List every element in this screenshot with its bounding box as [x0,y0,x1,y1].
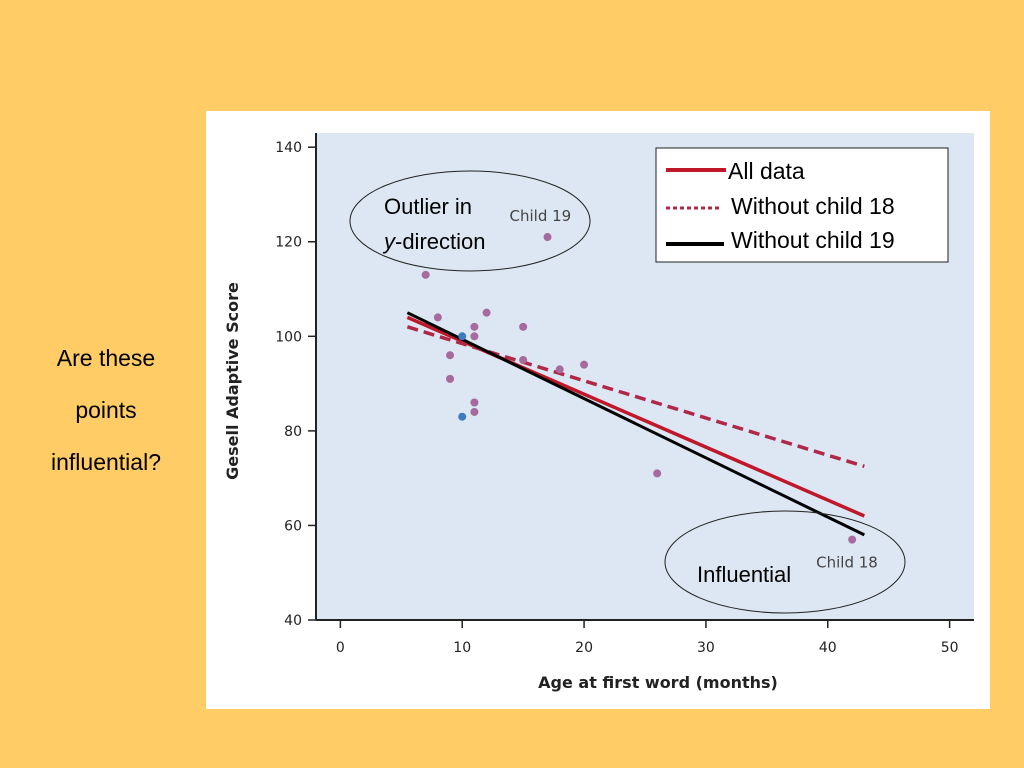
outlier-label-line-1: Outlier in [384,194,472,219]
axes: 40 60 80 100 120 140 0 10 20 30 40 50 [275,133,974,656]
point-label-1: Child 19 [510,207,572,225]
legend-label-without-19: Without child 19 [731,227,895,253]
data-point-8 [470,332,479,341]
data-point-15 [555,365,564,374]
y-tick-label-40: 40 [284,613,302,629]
y-tick-label-100: 100 [275,329,302,345]
x-tick-label-50: 50 [941,640,959,656]
legend: All data Without child 18 Without child … [655,147,949,263]
point-label-2: Child 18 [816,554,878,572]
x-tick-label-0: 0 [336,640,345,656]
data-point-3 [446,351,455,360]
y-tick-label-80: 80 [284,424,302,440]
outlier-label-line-2: y-direction [382,229,485,254]
x-axis-title: Age at first word (months) [538,673,778,692]
legend-label-all-data: All data [728,158,805,184]
influential-ellipse [664,510,906,614]
legend-label-without-18: Without child 18 [731,193,895,219]
y-tick-label-140: 140 [275,140,302,156]
data-point-2 [433,313,442,322]
x-tick-label-30: 30 [697,640,715,656]
data-point-17 [653,469,662,478]
series-line-3 [406,311,865,537]
data-point-12 [519,322,528,331]
side-question-line-2: points [75,397,137,423]
influential-label: Influential [697,562,791,587]
outlier-ellipse [349,170,591,272]
data-point-5 [458,332,467,341]
x-tick-label-10: 10 [453,640,471,656]
data-point-9 [470,398,479,407]
data-points [421,233,857,544]
data-point-4 [446,374,455,383]
x-tick-label-20: 20 [575,640,593,656]
y-axis-title: Gesell Adaptive Score [223,282,242,480]
side-question-line-3: influential? [51,449,161,475]
outlier-callout: Outlier in y-direction [349,170,591,272]
data-point-11 [482,308,491,317]
side-question-line-1: Are these [56,345,156,371]
side-question: Are these points influential? [18,332,194,488]
data-point-10 [470,407,479,416]
series-line-2 [406,325,865,469]
figure-panel: 40 60 80 100 120 140 0 10 20 30 40 50 Child 19 Child… [206,111,990,709]
data-point-1 [421,270,430,279]
data-point-13 [519,355,528,364]
influential-callout: Influential [664,510,906,614]
data-point-18 [848,535,857,544]
data-point-14 [543,233,552,242]
data-point-7 [470,322,479,331]
outlier-label-rest: -direction [395,229,485,254]
data-point-16 [580,360,589,369]
regression-lines [406,311,866,537]
point-labels: Child 19 Child 18 [510,207,878,572]
y-tick-label-120: 120 [275,235,302,251]
data-point-6 [458,412,467,421]
y-tick-label-60: 60 [284,518,302,534]
outlier-label-italic: y [382,229,397,254]
x-tick-label-40: 40 [819,640,837,656]
